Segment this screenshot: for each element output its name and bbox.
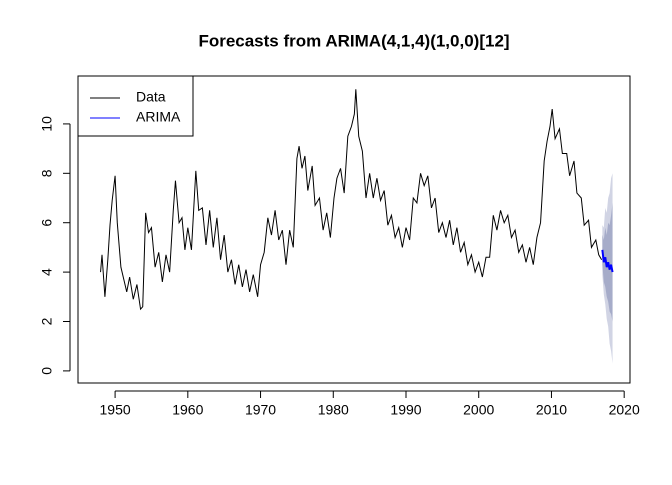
y-tick-label: 2 bbox=[39, 317, 55, 325]
y-tick-label: 10 bbox=[39, 116, 55, 132]
x-tick-label: 1960 bbox=[172, 402, 203, 418]
y-tick-label: 4 bbox=[39, 268, 55, 276]
x-tick-label: 2020 bbox=[609, 402, 640, 418]
y-tick-label: 6 bbox=[39, 219, 55, 227]
x-tick-label: 1970 bbox=[245, 402, 276, 418]
plot-frame bbox=[77, 75, 631, 384]
x-tick-label: 2000 bbox=[463, 402, 494, 418]
y-tick-label: 0 bbox=[39, 367, 55, 375]
x-tick-label: 1980 bbox=[318, 402, 349, 418]
series-line bbox=[601, 249, 614, 273]
legend-box bbox=[77, 75, 194, 137]
x-tick-label: 2010 bbox=[536, 402, 567, 418]
x-tick-label: 1950 bbox=[100, 402, 131, 418]
y-tick-label: 8 bbox=[39, 169, 55, 177]
legend-label: ARIMA bbox=[136, 109, 181, 125]
legend-label: Data bbox=[136, 89, 166, 105]
chart-title: Forecasts from ARIMA(4,1,4)(1,0,0)[12] bbox=[198, 31, 509, 50]
series-line bbox=[100, 89, 603, 311]
x-tick-label: 1990 bbox=[390, 402, 421, 418]
